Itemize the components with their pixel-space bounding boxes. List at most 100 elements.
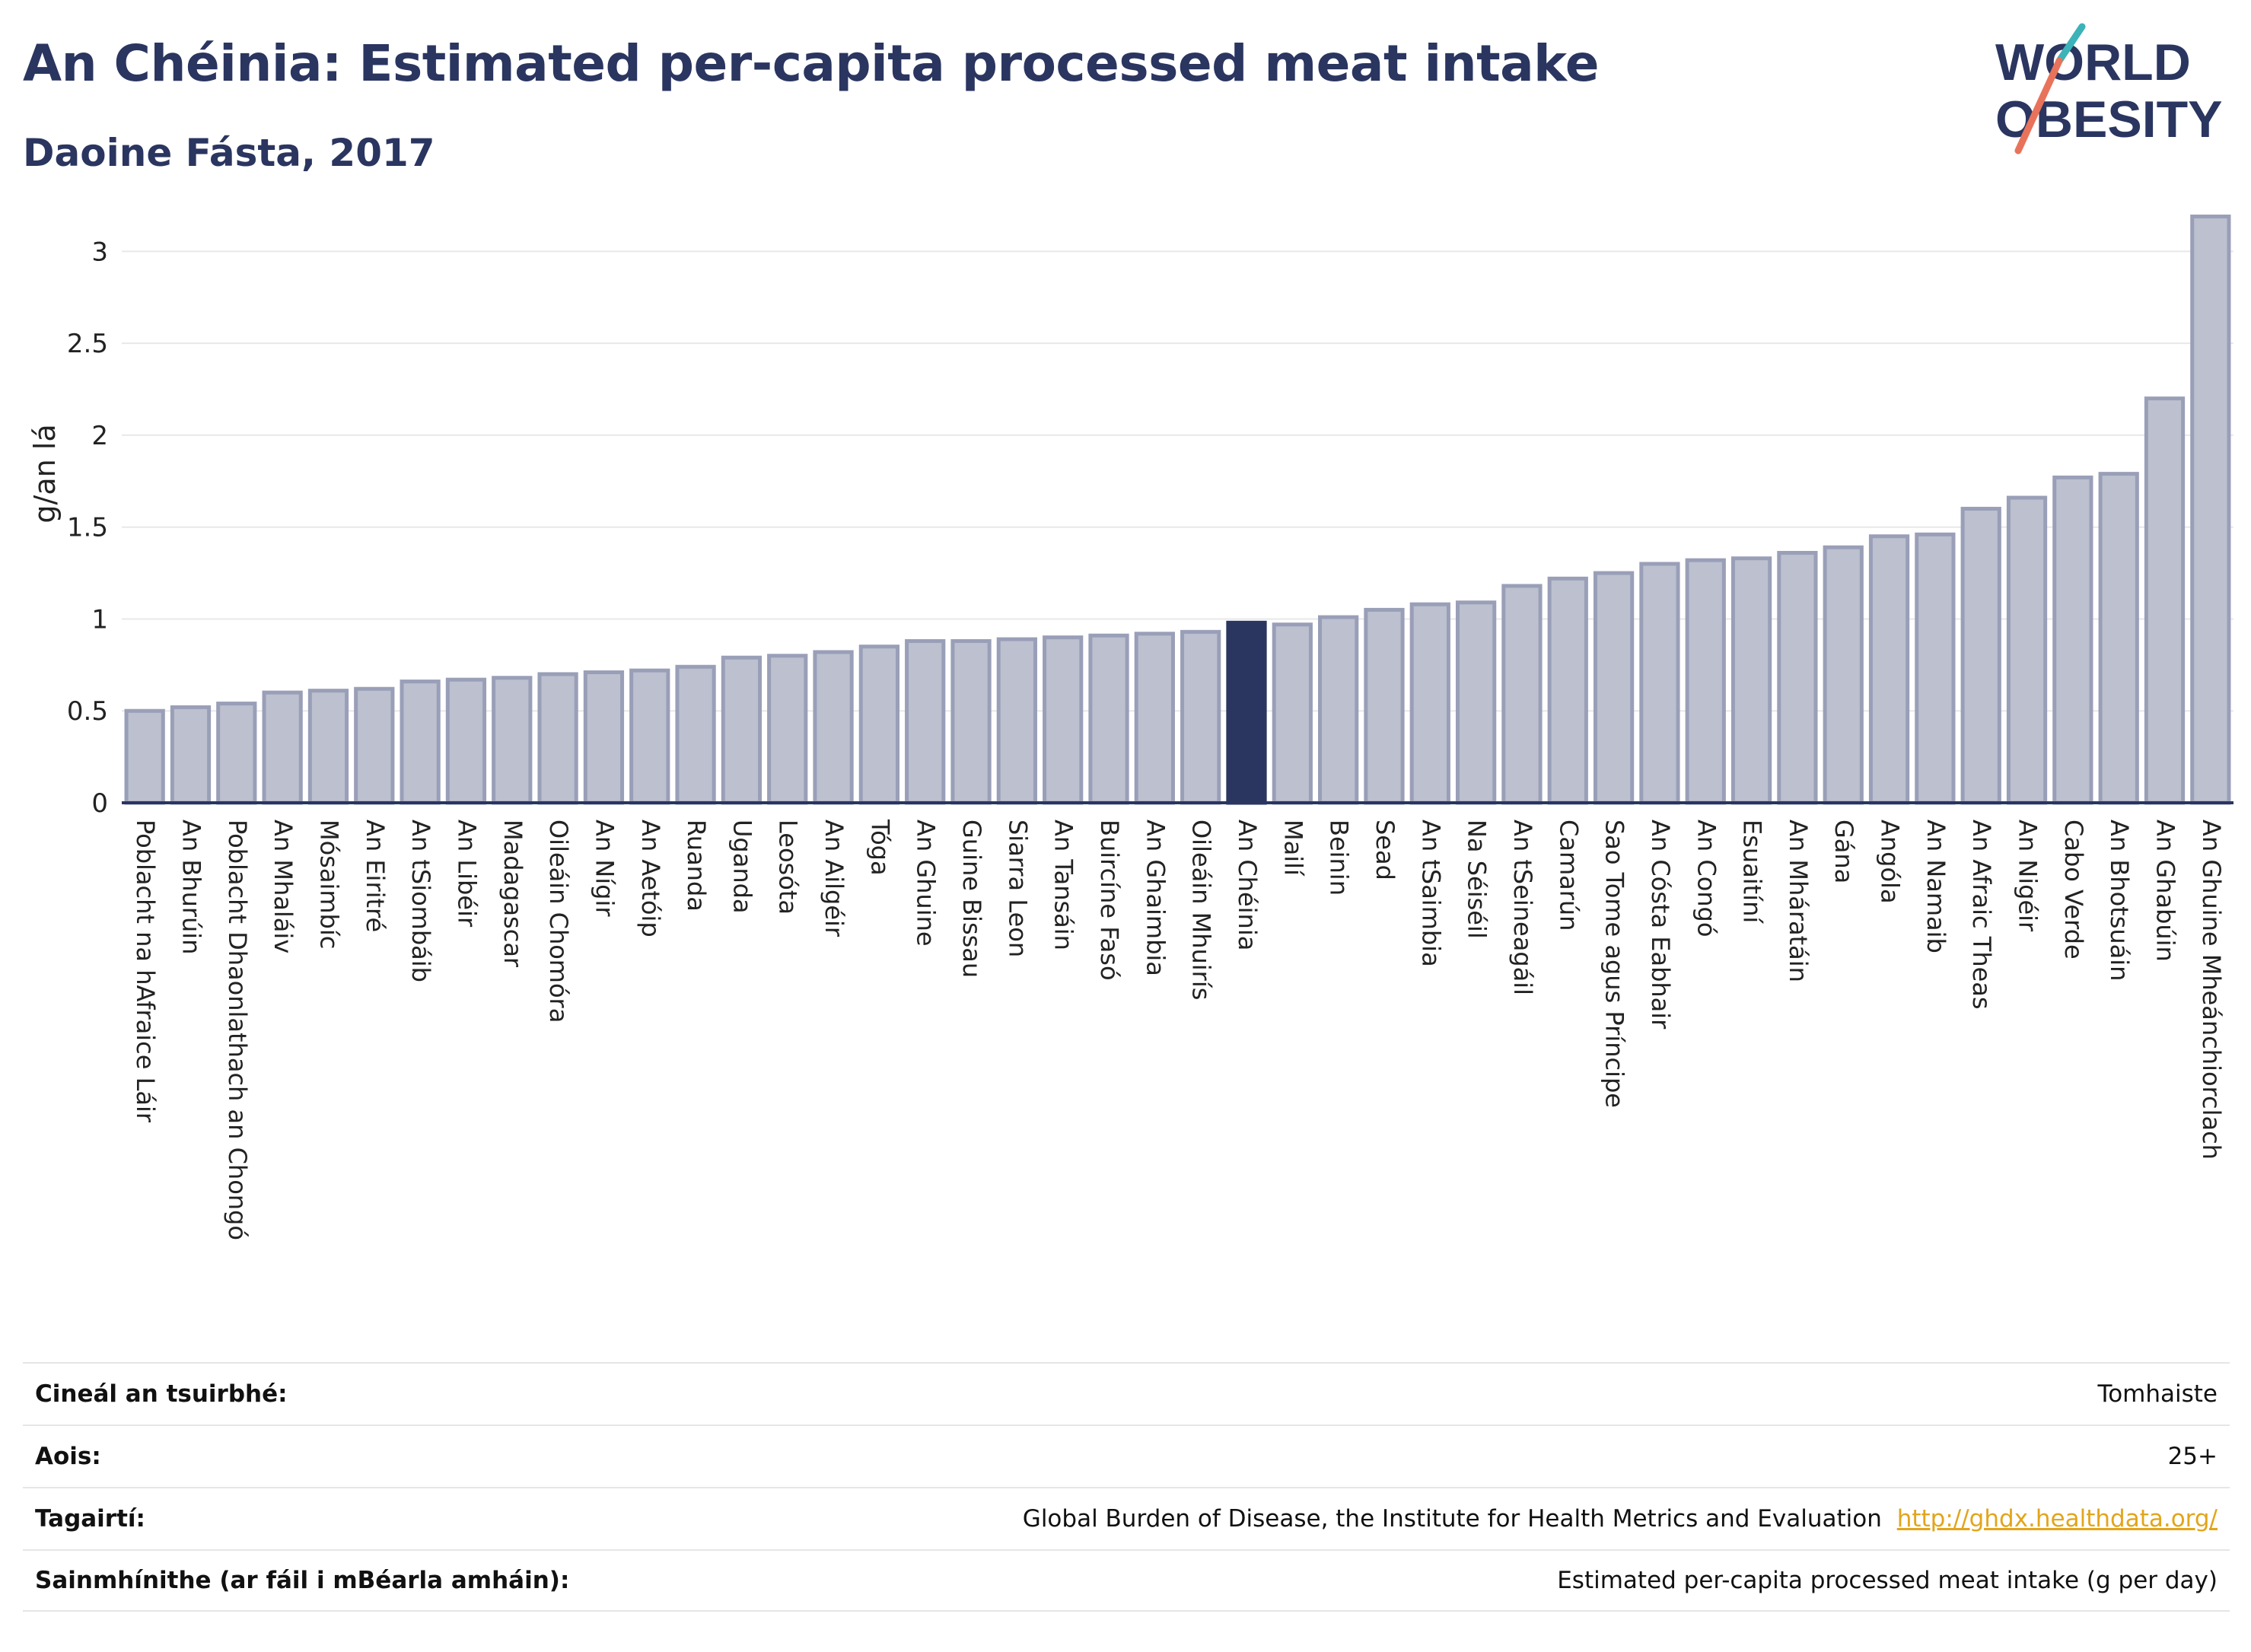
x-category-label: An Cósta Eabhair [1646,820,1675,1030]
x-category-label: Buircíne Fasó [1095,820,1124,981]
bar [216,702,257,805]
x-category-label: Leosóta [774,820,803,915]
bar [767,654,808,805]
x-category-label: Poblacht Dhaonlathach an Chongó [223,820,252,1240]
bar [996,637,1037,805]
bar [2052,475,2093,805]
x-category-label: An Bhurúin [177,820,205,954]
x-category-label: Sead [1371,820,1399,880]
x-category-label: Camarún [1554,820,1583,931]
x-category-label: An Chéinia [1233,820,1262,950]
bar [1180,629,1221,805]
metadata-key: Aois: [35,1443,101,1470]
bar [675,664,716,805]
x-category-label: An Bhotsuáin [2105,820,2134,981]
bar [1823,545,1864,805]
x-category-label: Madagascar [498,820,527,968]
bar [1960,507,2001,805]
chart-subtitle: Daoine Fásta, 2017 [23,131,435,175]
x-category-label: An tSaimbia [1416,820,1445,967]
bar [492,676,533,805]
bar [2144,396,2186,805]
x-category-label: An Ghabúin [2151,820,2180,962]
bar [1730,556,1772,805]
metadata-table: Cineál an tsuirbhé: Tomhaiste Aois: 25+ … [23,1362,2230,1612]
x-category-label: Oileáin Chomóra [544,820,573,1023]
x-category-label: An Ghuine Mheánchiorclach [2197,820,2226,1160]
metadata-value: Estimated per-capita processed meat inta… [1557,1567,2218,1594]
x-category-label: Guine Bissau [957,820,986,978]
metadata-row-age: Aois: 25+ [23,1424,2230,1487]
x-category-label: An Namaib [1921,820,1950,953]
bar [2098,472,2139,805]
metadata-value: Tomhaiste [2097,1380,2218,1408]
x-category-label: An Ghuine [912,820,941,947]
bar [629,668,670,805]
bar [1318,615,1359,805]
bar [445,677,487,805]
bar-chart: 0 0.5 1 1.5 2 2.5 3 Poblacht na hAfraice Láir A… [28,214,2233,1240]
bar [2006,495,2048,805]
y-tick-label: 2 [91,421,108,451]
bar [354,686,395,805]
x-category-label: An Eiritré [361,820,390,932]
x-category-label: Esuaitíní [1738,820,1767,924]
reference-link[interactable]: http://ghdx.healthdata.org/ [1896,1505,2218,1533]
metadata-row-survey-type: Cineál an tsuirbhé: Tomhaiste [23,1362,2230,1424]
bar [1593,571,1635,805]
x-category-label: Angóla [1876,820,1905,904]
bar-highlighted [1226,620,1267,805]
bar [1639,562,1680,805]
x-category-label: Gána [1829,820,1858,883]
bar [537,672,578,805]
x-category-labels: Poblacht na hAfraice Láir An Bhurúin Pobla… [131,819,2226,1240]
bar [124,708,165,805]
bar [813,650,854,805]
bar [1134,632,1175,805]
x-category-label: Sao Tome agus Príncipe [1600,820,1629,1108]
x-category-label: Siarra Leon [1003,820,1032,957]
x-category-label: Na Séiséil [1463,820,1492,939]
bar [721,655,763,805]
bar [1364,607,1405,805]
y-axis-title: g/an lá [28,424,62,523]
x-category-label: Uganda [728,820,756,914]
x-category-label: Tóga [865,819,894,876]
metadata-key: Cineál an tsuirbhé: [35,1380,288,1408]
x-category-label: An Tansáin [1049,820,1078,950]
bar [262,690,303,805]
bar [1272,622,1313,805]
bar [583,670,625,805]
metadata-row-definitions: Sainmhínithe (ar fáil i mBéarla amháin):… [23,1549,2230,1612]
metadata-value: Global Burden of Disease, the Institute … [1022,1505,1882,1533]
bar [1915,532,1956,805]
logo-slash-teal [2055,23,2086,65]
bar [1501,584,1543,805]
bars [124,214,2231,805]
bar [1088,633,1129,805]
x-category-label: An tSiombáib [406,820,435,982]
bar [858,645,900,805]
bar [1868,534,1910,805]
bar [170,705,212,805]
y-tick-label: 0.5 [67,696,108,727]
y-tick-label: 1 [91,604,108,635]
metadata-key: Sainmhínithe (ar fáil i mBéarla amháin): [35,1567,570,1594]
x-category-label: An Congó [1692,820,1721,937]
x-category-label: An Mhaláiv [269,820,298,953]
x-category-label: An Afraic Theas [1967,820,1996,1010]
x-category-label: Poblacht na hAfraice Láir [131,820,160,1123]
y-tick-labels: 0 0.5 1 1.5 2 2.5 3 [67,237,108,819]
chart-title: An Chéinia: Estimated per-capita process… [23,34,1600,93]
logo-line-world: WORLD [1995,33,2191,91]
metadata-key: Tagairtí: [35,1505,145,1533]
bar [950,638,992,805]
world-obesity-logo: WORLD OBESITY [1995,23,2223,154]
bar [1685,558,1726,805]
bar [307,689,349,805]
bar [400,680,441,805]
metadata-value-wrapper: Global Burden of Disease, the Institute … [1023,1505,2218,1533]
x-category-label: An Nigéir [2014,820,2042,932]
x-category-label: An Nígir [590,820,619,917]
bar [1409,602,1450,805]
